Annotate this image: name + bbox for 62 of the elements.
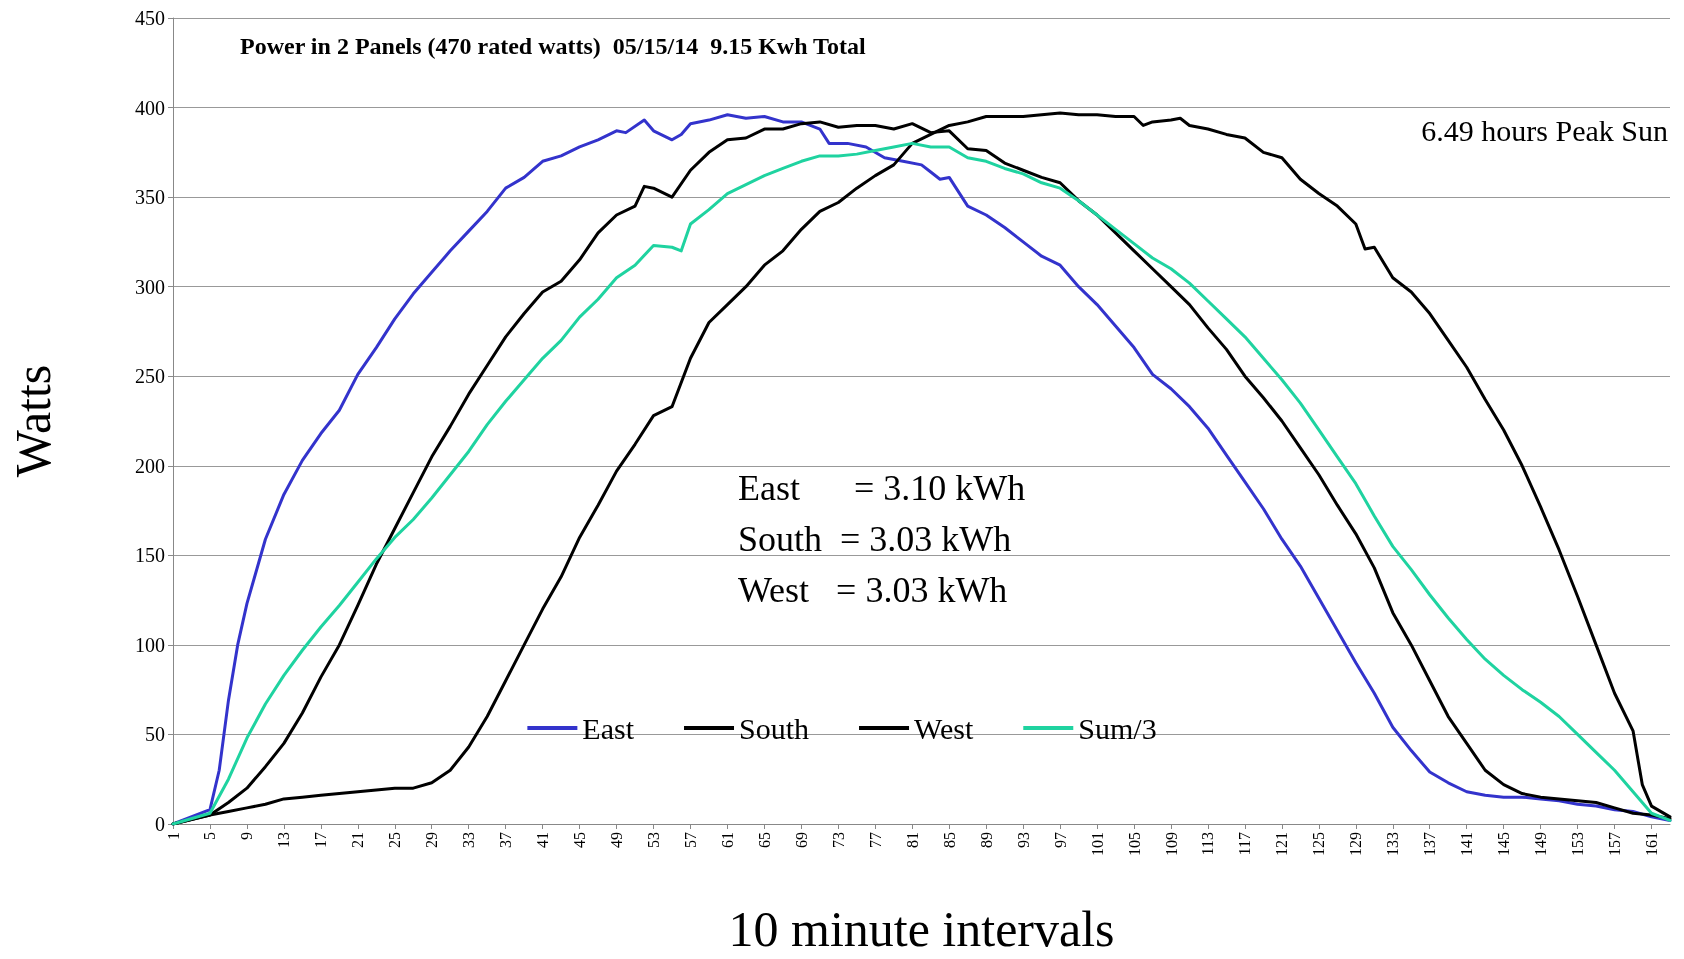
x-tick-label: 65	[755, 832, 773, 848]
y-tick-label: 100	[135, 633, 165, 656]
x-tick-label: 57	[681, 832, 699, 848]
x-tick-label: 129	[1347, 832, 1365, 856]
x-tick-label: 137	[1421, 832, 1439, 856]
y-tick-label: 450	[135, 7, 165, 29]
legend-label: South	[739, 711, 810, 745]
y-tick-label: 50	[145, 723, 165, 746]
x-tick-label: 29	[423, 832, 441, 848]
x-tick-label: 45	[571, 832, 589, 848]
y-axis-title: Watts	[5, 364, 61, 478]
x-tick-label: 77	[866, 832, 884, 848]
x-tick-label: 37	[497, 832, 515, 848]
legend-label: Sum/3	[1078, 711, 1157, 745]
x-tick-label: 105	[1125, 832, 1143, 856]
x-tick-label: 113	[1199, 832, 1217, 856]
x-tick-label: 157	[1606, 832, 1624, 856]
y-tick-label: 350	[135, 186, 165, 209]
x-tick-label: 49	[608, 832, 626, 848]
x-tick-label: 25	[386, 832, 404, 848]
x-tick-label: 101	[1088, 832, 1106, 856]
y-tick-label: 150	[135, 544, 165, 567]
y-tick-label: 400	[135, 96, 165, 119]
x-tick-label: 1	[164, 832, 182, 840]
x-tick-label: 81	[903, 832, 921, 848]
annotation: West = 3.03 kWh	[738, 570, 1008, 610]
x-tick-label: 21	[349, 832, 367, 848]
x-tick-label: 33	[460, 832, 478, 848]
x-tick-label: 69	[792, 832, 810, 848]
x-tick-label: 125	[1310, 832, 1328, 856]
legend-label: East	[582, 711, 635, 745]
x-tick-label: 41	[534, 832, 552, 848]
x-tick-label: 9	[238, 832, 256, 840]
x-tick-label: 109	[1162, 832, 1180, 856]
x-tick-label: 93	[1014, 832, 1032, 848]
annotation: East = 3.10 kWh	[738, 468, 1026, 508]
x-tick-label: 161	[1643, 832, 1661, 856]
y-tick-label: 250	[135, 365, 165, 388]
x-tick-label: 89	[977, 832, 995, 848]
text: Power in 2 Panels (470 rated watts) 05/15/14 9.15 Kwh Total	[240, 33, 866, 59]
x-tick-label: 5	[201, 832, 219, 840]
x-tick-label: 141	[1458, 832, 1476, 856]
x-tick-label: 149	[1532, 832, 1550, 856]
x-tick-label: 153	[1569, 832, 1587, 856]
x-tick-label: 133	[1384, 832, 1402, 856]
x-tick-label: 73	[829, 832, 847, 848]
annotation: 6.49 hours Peak Sun	[1421, 113, 1669, 147]
x-tick-label: 17	[312, 832, 330, 848]
x-tick-label: 145	[1495, 832, 1513, 856]
y-tick-label: 300	[135, 275, 165, 298]
x-tick-label: 97	[1051, 832, 1069, 848]
y-tick-label: 200	[135, 454, 165, 477]
x-tick-label: 121	[1273, 832, 1291, 856]
y-tick-label: 0	[155, 813, 165, 835]
x-tick-label: 117	[1236, 832, 1254, 856]
x-tick-label: 13	[275, 832, 293, 848]
x-axis-title: 10 minute intervals	[728, 901, 1115, 957]
annotation: South = 3.03 kWh	[738, 519, 1012, 559]
x-tick-label: 61	[718, 832, 736, 848]
x-tick-label: 53	[645, 832, 663, 848]
x-tick-label: 85	[940, 832, 958, 848]
legend-label: West	[914, 711, 974, 745]
